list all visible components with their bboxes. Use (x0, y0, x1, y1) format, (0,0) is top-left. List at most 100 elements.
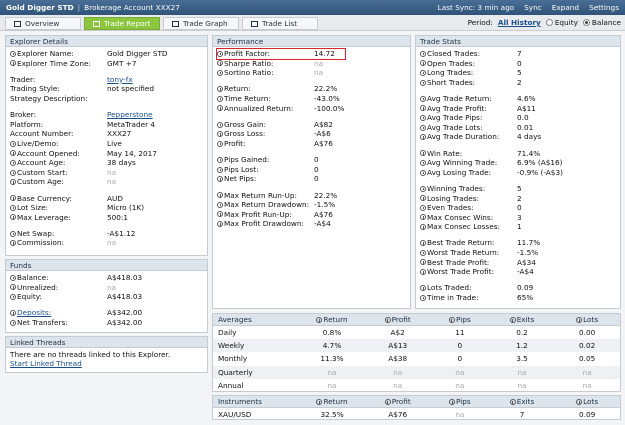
panel-body: Closed Trades: 7 Open Trades: 0 Long Trades:… (416, 47, 620, 311)
stat-row: Best Trade Return: 11.7% (420, 238, 616, 248)
stat-label: Gross Loss: (217, 129, 265, 139)
table-cell: A$76 (388, 409, 408, 419)
label-text: Net Pips: (224, 174, 257, 184)
label-text: Short Trades: (427, 77, 476, 87)
stat-value: 2 (517, 77, 522, 87)
stat-value: -1.5% (314, 200, 336, 210)
label-text: Avg Trade Profit: (427, 103, 487, 113)
stat-value: A$11 (517, 103, 536, 113)
info-icon (420, 224, 426, 231)
info-icon (420, 285, 426, 292)
stat-row: Sharpe Ratio: na (217, 59, 406, 69)
label-text: Open Trades: (427, 58, 476, 68)
header-action[interactable]: Sync (524, 3, 542, 12)
stat-label: Unrealized: (10, 283, 58, 293)
tab-label: Trade Report (104, 19, 151, 28)
row-group: Balance: A$418.03 Unrealized: na Equity: A$41… (10, 273, 203, 302)
stat-row: Lots Traded: 0.09 (420, 283, 616, 293)
label-text: Explorer Time Zone: (17, 58, 91, 68)
stat-row: Long Trades: 5 (420, 68, 616, 78)
stat-label: Profit Factor: (217, 49, 270, 59)
label-text: Best Trade Profit: (427, 257, 490, 267)
info-icon (420, 269, 426, 276)
label-text: Pips Lost: (224, 164, 259, 174)
label-text: Trading Style: (10, 84, 60, 94)
stat-row: Balance: A$418.03 (10, 273, 203, 283)
mode-option[interactable]: Balance (582, 18, 621, 27)
performance-panel: Performance Profit Factor: 14.72 Sharpe Rat… (212, 35, 411, 309)
stat-value[interactable]: tony-fx (107, 74, 133, 84)
stat-label: Strategy Description: (10, 94, 88, 104)
label-text: Lot Size: (17, 203, 49, 213)
info-icon (509, 317, 516, 323)
stat-row: Even Trades: 0 (420, 203, 616, 213)
info-icon (420, 240, 426, 247)
stat-row: Strategy Description: (10, 94, 203, 104)
column-label: Profit (391, 397, 411, 406)
info-icon (420, 259, 426, 266)
stat-row: Avg Trade Pips: 0.0 (420, 113, 616, 123)
info-icon (217, 95, 223, 102)
stat-value: 0 (314, 164, 319, 174)
column-label: Exits (516, 315, 535, 324)
label-text: Max Leverage: (17, 212, 71, 222)
info-icon (449, 399, 456, 405)
table-cell: 0 (457, 354, 463, 364)
info-icon (420, 124, 426, 131)
label-text: Long Trades: (427, 68, 474, 78)
label-text: Max Consec Losses: (427, 222, 500, 232)
stat-row: Max Consec Losses: 1 (420, 222, 616, 232)
column-label: Instruments (218, 397, 262, 406)
tab[interactable]: Trade Report (84, 17, 160, 30)
radio[interactable] (545, 19, 553, 26)
info-icon (420, 50, 426, 57)
header-action[interactable]: Settings (589, 3, 619, 12)
info-icon (509, 399, 516, 405)
stat-value: 0 (517, 58, 522, 68)
label-text: Gross Gain: (224, 119, 267, 129)
row-group: Max Return Run-Up: 22.2% Max Return Drawdo… (217, 191, 406, 229)
row-group: Closed Trades: 7 Open Trades: 0 Long Trades:… (420, 49, 616, 87)
tab[interactable]: Trade Graph (163, 17, 239, 30)
start-thread-link[interactable]: Start Linked Thread (10, 359, 82, 368)
label-text: Avg Trade Return: (427, 93, 492, 103)
info-icon (217, 192, 223, 199)
info-icon (10, 159, 16, 166)
stat-row: Profit Factor: 14.72 (216, 48, 406, 60)
table-cell: 0.8% (322, 327, 342, 337)
mode-option[interactable]: Equity (545, 18, 578, 27)
table-cell: 0.05 (579, 354, 596, 364)
stat-label: Worst Trade Profit: (420, 267, 494, 277)
stat-value: XXX27 (107, 129, 132, 139)
stat-row: Closed Trades: 7 (420, 49, 616, 59)
stat-value: 3 (517, 212, 522, 222)
stat-value: 0.0 (517, 113, 529, 123)
tab[interactable]: Overview (5, 17, 81, 30)
label-text[interactable]: Deposits: (17, 308, 52, 318)
table-cell: 0.09 (579, 409, 596, 419)
stat-label: Lot Size: (10, 203, 48, 213)
stat-row: Winning Trades: 5 (420, 184, 616, 194)
radio[interactable] (582, 19, 590, 26)
info-icon (217, 86, 223, 93)
info-icon (420, 159, 426, 166)
stat-row: Max Leverage: 500:1 (10, 213, 203, 223)
tab[interactable]: Trade List (242, 17, 318, 30)
row-group: Return: 22.2% Time Return: -43.0% Annualized… (217, 84, 406, 113)
message: There are no threads linked to this Expl… (10, 350, 171, 359)
stat-value[interactable]: Pepperstone (107, 110, 153, 120)
stat-label: Explorer Time Zone: (10, 59, 91, 69)
stat-label: Pips Lost: (217, 165, 259, 175)
stat-label: Avg Trade Profit: (420, 104, 487, 114)
tab-label: Trade List (262, 19, 298, 28)
stat-label: Deposits: (10, 308, 51, 318)
row-group: Winning Trades: 5 Losing Trades: 2 Even Trad… (420, 184, 616, 232)
averages-table-panel: Averages Return Profit Pips Exits Lots Daily 0.… (212, 313, 621, 392)
row-group: Profit Factor: 14.72 Sharpe Ratio: na Sortin… (216, 48, 406, 78)
stat-row: Account Opened: May 14, 2017 (10, 149, 203, 159)
table-cell: 0.02 (554, 338, 620, 353)
info-icon (217, 140, 223, 147)
period-select[interactable]: All History (497, 18, 541, 27)
header-action[interactable]: Expand (551, 3, 580, 12)
